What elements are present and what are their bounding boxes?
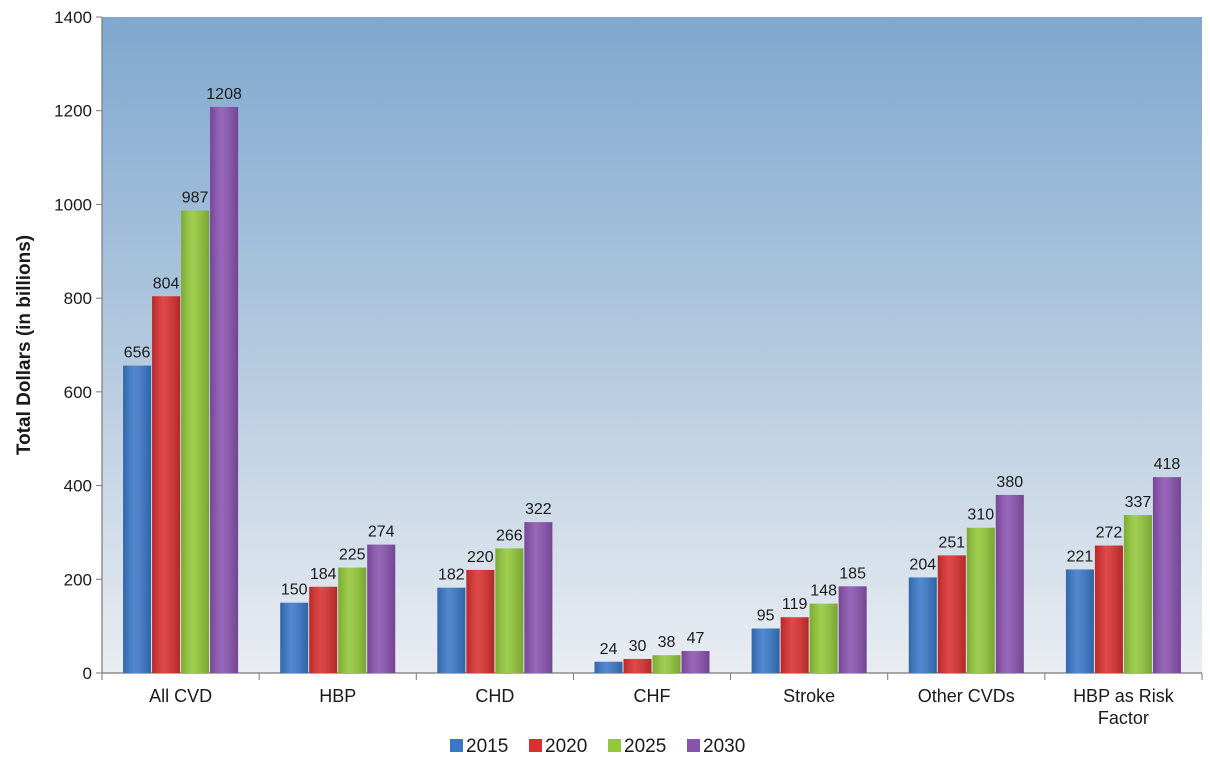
legend-swatch-2025 [608,739,621,752]
value-label: 184 [310,566,337,583]
category-label: Other CVDs [918,686,1015,706]
bar-shade [309,586,338,673]
bar-shade [1065,569,1094,673]
bar-shade [1123,515,1152,673]
value-label: 182 [438,567,465,584]
bar-shade [338,567,367,673]
bar-shade [908,577,937,673]
bar-shade [123,365,152,673]
category-label: HBP [319,686,356,706]
value-label: 221 [1067,548,1094,565]
bar-shade [367,544,396,673]
legend-swatch-2015 [450,739,463,752]
bar-shade [838,586,867,673]
bar-shade [809,603,838,673]
x-axis: All CVD HBP CHD CHF Stroke Other CVDs HBP as R… [101,672,1203,728]
category-label: All CVD [149,686,212,706]
value-label: 804 [153,275,180,292]
value-label: 266 [496,527,523,544]
value-label: 204 [909,556,936,573]
plot-area [102,17,1202,673]
value-label: 185 [839,565,866,582]
legend-swatch-2020 [529,739,542,752]
bar-shade [210,106,239,674]
value-label: 220 [467,549,494,566]
category-label: Stroke [783,686,835,706]
y-tick-label: 600 [64,383,92,402]
category-label-line: CHD [475,686,514,706]
y-tick-label: 1400 [54,8,92,27]
category-label-line: Stroke [783,686,835,706]
y-tick-label: 200 [64,570,92,589]
value-label: 38 [658,634,676,651]
bar-shade [594,661,623,673]
bar-shade [437,587,466,673]
bar-shade [466,569,495,673]
value-label: 322 [525,501,552,518]
y-tick-label: 0 [83,664,92,683]
bar-shade [280,602,309,673]
legend-label: 2030 [703,736,745,757]
value-label: 380 [996,474,1023,491]
value-label: 148 [810,583,837,600]
y-tick-label: 1200 [54,102,92,121]
legend-label: 2020 [545,736,587,757]
category-label: CHF [634,686,671,706]
bar-shade [751,628,780,673]
bar-shade [937,555,966,673]
category-label-line: HBP [319,686,356,706]
bar-shade [524,522,553,673]
bars [123,106,1181,674]
value-label: 272 [1096,525,1123,542]
y-tick-label: 800 [64,289,92,308]
value-label: 1208 [206,86,242,103]
bar-shade [681,650,710,673]
category-label: HBP as Risk Factor [1073,686,1175,728]
bar-shade [181,210,210,673]
value-label: 337 [1125,494,1152,511]
legend-swatch-2030 [687,739,700,752]
category-label-line: HBP as Risk [1073,686,1175,706]
value-label: 225 [339,547,366,564]
bar-shade [495,548,524,673]
y-axis-label: Total Dollars (in billions) [14,235,35,455]
legend-label: 2015 [466,736,508,757]
legend: 2015 2020 2025 2030 [450,736,745,757]
category-label-line: Factor [1098,708,1149,728]
category-label-line: Other CVDs [918,686,1015,706]
value-label: 24 [600,641,618,658]
value-label: 310 [967,507,994,524]
value-label: 251 [938,534,965,551]
bar-shade [966,527,995,673]
value-label: 47 [687,630,705,647]
bar-shade [780,617,809,673]
y-axis: 0 200 400 600 800 1000 1200 1400 [54,8,103,683]
value-label: 656 [124,345,151,362]
bar-shade [995,494,1024,673]
bar-shade [652,655,681,673]
bar-shade [152,296,181,673]
legend-label: 2025 [624,736,666,757]
category-label-line: CHF [634,686,671,706]
bar-shade [1094,545,1123,673]
y-tick-label: 1000 [54,195,92,214]
bar-shade [1152,477,1181,673]
value-label: 95 [757,607,775,624]
value-label: 30 [629,638,647,655]
value-label: 119 [782,596,808,613]
value-label: 274 [368,524,395,541]
value-label: 418 [1154,456,1181,473]
category-label-line: All CVD [149,686,212,706]
value-label: 987 [182,190,209,207]
y-tick-label: 400 [64,477,92,496]
category-label: CHD [475,686,514,706]
bar-shade [623,658,652,673]
value-label: 150 [281,582,308,599]
